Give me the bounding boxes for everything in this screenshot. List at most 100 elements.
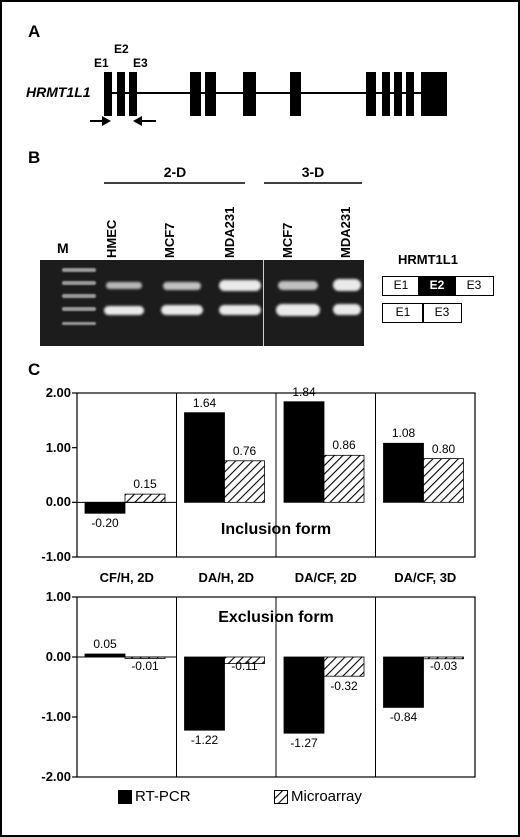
rtpcr-bar [184,656,225,731]
legend-label-rtpcr: RT-PCR [135,788,191,805]
rtpcr-bar [184,412,225,503]
group-label-3d: 3-D [301,164,325,180]
bar-value-label: -0.03 [429,659,458,673]
gene-name: HRMT1L1 [26,84,91,100]
gel-band [106,282,142,289]
forward-primer-arrowhead [102,116,111,126]
microarray-bar [224,656,265,664]
gel-splice-line [263,260,264,346]
microarray-bar [423,656,464,660]
category-label: DA/CF, 2D [294,570,357,585]
bar-value-label: 1.08 [391,426,416,441]
bar-value-label: 1.64 [192,395,217,410]
panel-label-b: B [28,148,41,167]
marker-band [62,281,96,285]
legend-microarray: Microarray [274,788,362,805]
rtpcr-bar [383,656,424,708]
y-tick-label: -1.00 [41,709,71,724]
y-tick-label: 1.00 [45,589,71,604]
exon-label-e2: E2 [114,42,129,56]
bar-value-label: -0.20 [91,516,119,531]
bar-value-label: -1.22 [190,733,219,748]
exon-block [117,72,125,116]
chart-layer [72,392,476,778]
bar-value-label: 0.15 [133,477,157,492]
bar-value-label: 0.05 [93,637,117,651]
y-tick-label: -1.00 [41,549,71,564]
gel-band [219,280,261,291]
reverse-primer-arrowhead [133,116,142,126]
exon-block [205,72,216,116]
gel-band [276,304,320,316]
marker-band [62,294,96,298]
exon-label-e1: E1 [94,56,109,70]
exclusion-box-e3: E3 [422,303,462,323]
exon-block [382,72,390,116]
bar-value-label: -0.01 [131,659,159,673]
bar-value-label: -0.32 [330,679,358,694]
gel-band [161,305,203,315]
marker-band [62,268,96,272]
exon-block [366,72,376,116]
microarray-bar [323,656,365,677]
gel-band [163,282,201,290]
exon-block [394,72,402,116]
gel-band [333,304,361,315]
rtpcr-bar [283,656,325,734]
rtpcr-bar [283,401,325,503]
gel-band [104,306,144,315]
chart-title: Exclusion form [218,609,334,626]
exon-block [129,72,137,116]
microarray-bar [323,454,365,503]
y-tick-label: 0.00 [45,649,71,664]
category-label: CF/H, 2D [99,570,154,585]
category-label: DA/CF, 3D [394,570,457,585]
marker-band [62,322,96,325]
y-tick-label: 2.00 [45,385,71,400]
inclusion-box-e2: E2 [418,276,456,296]
bar-value-label: -0.84 [389,710,418,725]
category-label: DA/H, 2D [198,570,255,585]
group-label-2d: 2-D [163,164,187,180]
exon-block [190,72,201,116]
microarray-bar [423,458,464,503]
marker-label: M [57,240,69,256]
exon-block [243,72,256,116]
bar-value-label: -1.27 [290,736,318,751]
bar-value-label: 1.84 [292,384,316,399]
legend-label-microarray: Microarray [291,788,362,805]
microarray-bar [124,493,166,503]
microarray-bar [224,460,265,503]
inclusion-box-e3: E3 [454,276,494,296]
exon-block [290,72,301,116]
gel-image [40,260,364,346]
exon-block [104,72,112,116]
exclusion-box-e1: E1 [382,303,424,323]
marker-band [62,307,96,311]
panel-label-a: A [28,22,41,41]
chart-title: Inclusion form [220,521,332,538]
legend-swatch-rtpcr [118,789,132,804]
gel-band [278,281,318,290]
exon-label-e3: E3 [133,56,148,70]
bar-value-label: 0.80 [431,441,456,456]
rtpcr-bar [383,442,424,503]
gel-band [333,279,361,291]
legend-rtpcr: RT-PCR [118,788,191,805]
y-tick-label: 0.00 [45,494,71,510]
legend-swatch-microarray [274,789,288,804]
bar-value-label: -0.11 [231,659,258,673]
y-tick-label: -2.00 [41,769,71,784]
gel-right-label: HRMT1L1 [398,252,458,267]
y-tick-label: 1.00 [45,439,71,455]
exon-block [421,72,447,116]
panel-label-c: C [28,360,41,379]
bar-value-label: 0.86 [332,438,356,453]
exon-block [406,72,414,116]
bar-value-label: 0.76 [232,443,257,458]
gel-band [219,305,261,315]
rtpcr-bar [84,501,126,514]
